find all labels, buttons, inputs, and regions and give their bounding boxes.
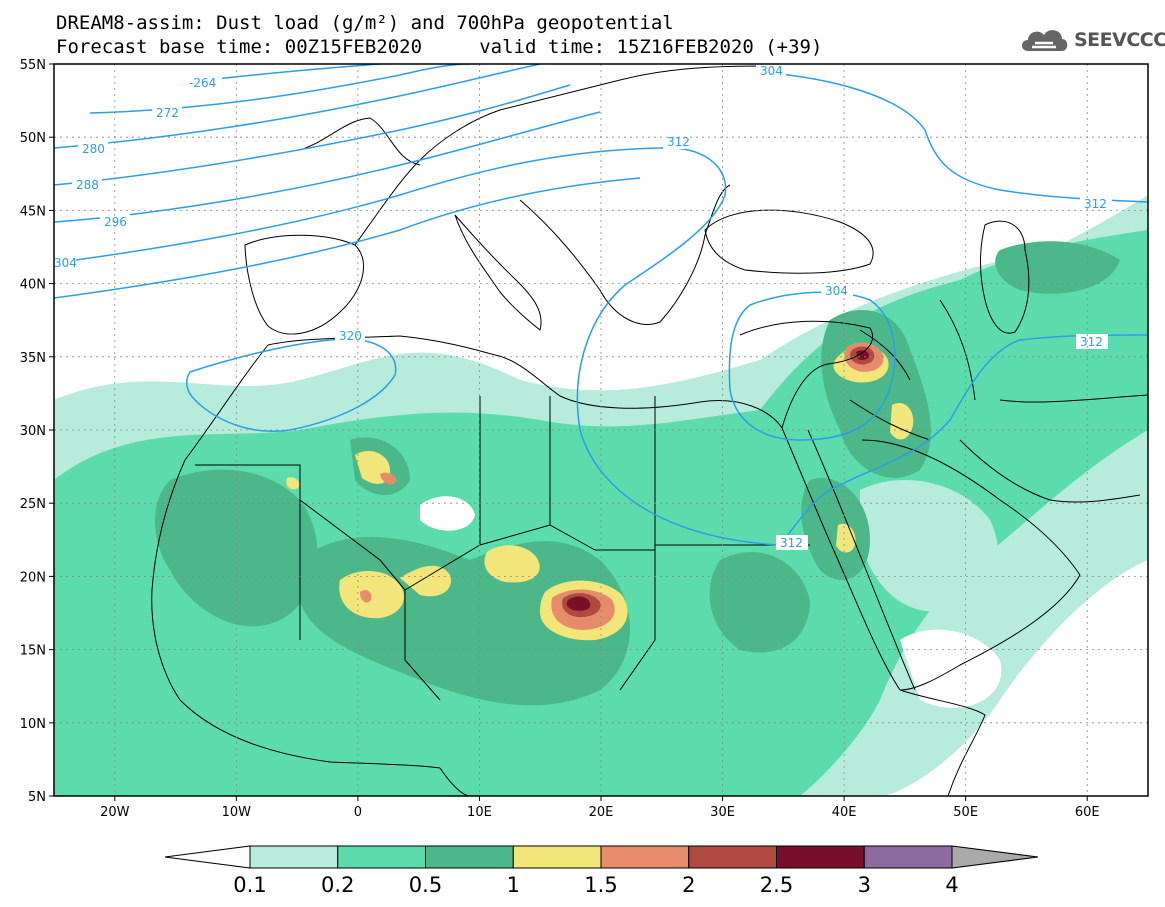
- contour-label: 312: [1084, 197, 1107, 211]
- contour-label: 272: [156, 106, 179, 120]
- colorbar-segment: [863, 845, 953, 869]
- coastlines: [151, 65, 1148, 796]
- contour-label: 312: [667, 135, 690, 149]
- lon-label: 60E: [1075, 805, 1100, 820]
- dust-field: [54, 195, 1148, 796]
- colorbar-tick-label: 0.2: [321, 873, 354, 897]
- colorbar-upper-arrow: [951, 845, 1039, 869]
- cloud-icon: [1022, 30, 1068, 51]
- lon-label: 10W: [222, 805, 252, 820]
- lon-label: 50E: [953, 805, 978, 820]
- lat-label: 50N: [20, 131, 46, 146]
- lat-label: 30N: [20, 424, 46, 439]
- lon-label: 20E: [589, 805, 614, 820]
- lon-label: 30E: [710, 805, 735, 820]
- lat-label: 10N: [20, 717, 46, 732]
- contour-label: 320: [339, 329, 362, 343]
- colorbar-tick-label: 2: [682, 873, 695, 897]
- colorbar-segment: [512, 845, 602, 869]
- contour-label: 312: [1080, 335, 1103, 349]
- colorbar-tick-label: 0.5: [409, 873, 442, 897]
- lon-label: 40E: [832, 805, 857, 820]
- colorbar-segment: [600, 845, 690, 869]
- contour-label: -264: [189, 76, 216, 90]
- contour-label: 312: [780, 536, 803, 550]
- colorbar-tick-label: 1: [507, 873, 520, 897]
- contour-label: 304: [54, 256, 77, 270]
- colorbar-lower-arrow: [164, 845, 251, 869]
- lon-label: 0: [354, 805, 362, 820]
- lat-label: 25N: [20, 497, 46, 512]
- contour-label: 304: [825, 284, 848, 298]
- contour-label: 296: [104, 215, 127, 229]
- logo-text: SEEVCCC: [1074, 29, 1165, 51]
- colorbar-tick-label: 2.5: [760, 873, 793, 897]
- contour-labels: -264 272 280 288 296 304 312 304 320 312…: [54, 63, 1112, 550]
- colorbar-segment: [776, 845, 865, 869]
- colorbar-tick-label: 0.1: [233, 873, 266, 897]
- colorbar-tick-label: 1.5: [584, 873, 617, 897]
- lon-label: 20W: [100, 805, 130, 820]
- graticule: [54, 64, 1148, 796]
- lat-label: 55N: [20, 58, 46, 73]
- colorbar-segment: [249, 845, 339, 869]
- map-title: DREAM8-assim: Dust load (g/m²) and 700hP…: [56, 12, 674, 34]
- seevccc-logo: SEEVCCC: [1018, 22, 1165, 58]
- colorbar-segment: [688, 845, 777, 869]
- colorbar-segment: [337, 845, 426, 869]
- colorbar-tick-label: 3: [858, 873, 871, 897]
- colorbar: 0.1 0.2 0.5 1 1.5 2 2.5 3 4: [164, 845, 1039, 897]
- colorbar-tick-label: 4: [945, 873, 958, 897]
- contour-label: 280: [82, 142, 105, 156]
- lon-label: 10E: [467, 805, 492, 820]
- lat-label: 5N: [28, 790, 46, 805]
- latitude-labels: 55N 50N 45N 40N 35N 30N 25N 20N 15N 10N 5N: [20, 58, 54, 805]
- longitude-labels: 20W 10W 0 10E 20E 30E 40E 50E 60E: [100, 796, 1100, 820]
- lat-label: 20N: [20, 570, 46, 585]
- contour-label: 304: [760, 64, 783, 78]
- forecast-time-info: Forecast base time: 00Z15FEB2020 valid t…: [56, 36, 823, 58]
- lat-label: 40N: [20, 278, 46, 293]
- lat-label: 35N: [20, 351, 46, 366]
- colorbar-segment: [425, 845, 514, 869]
- lat-label: 15N: [20, 644, 46, 659]
- lat-label: 45N: [20, 204, 46, 219]
- contour-label: 288: [76, 178, 99, 192]
